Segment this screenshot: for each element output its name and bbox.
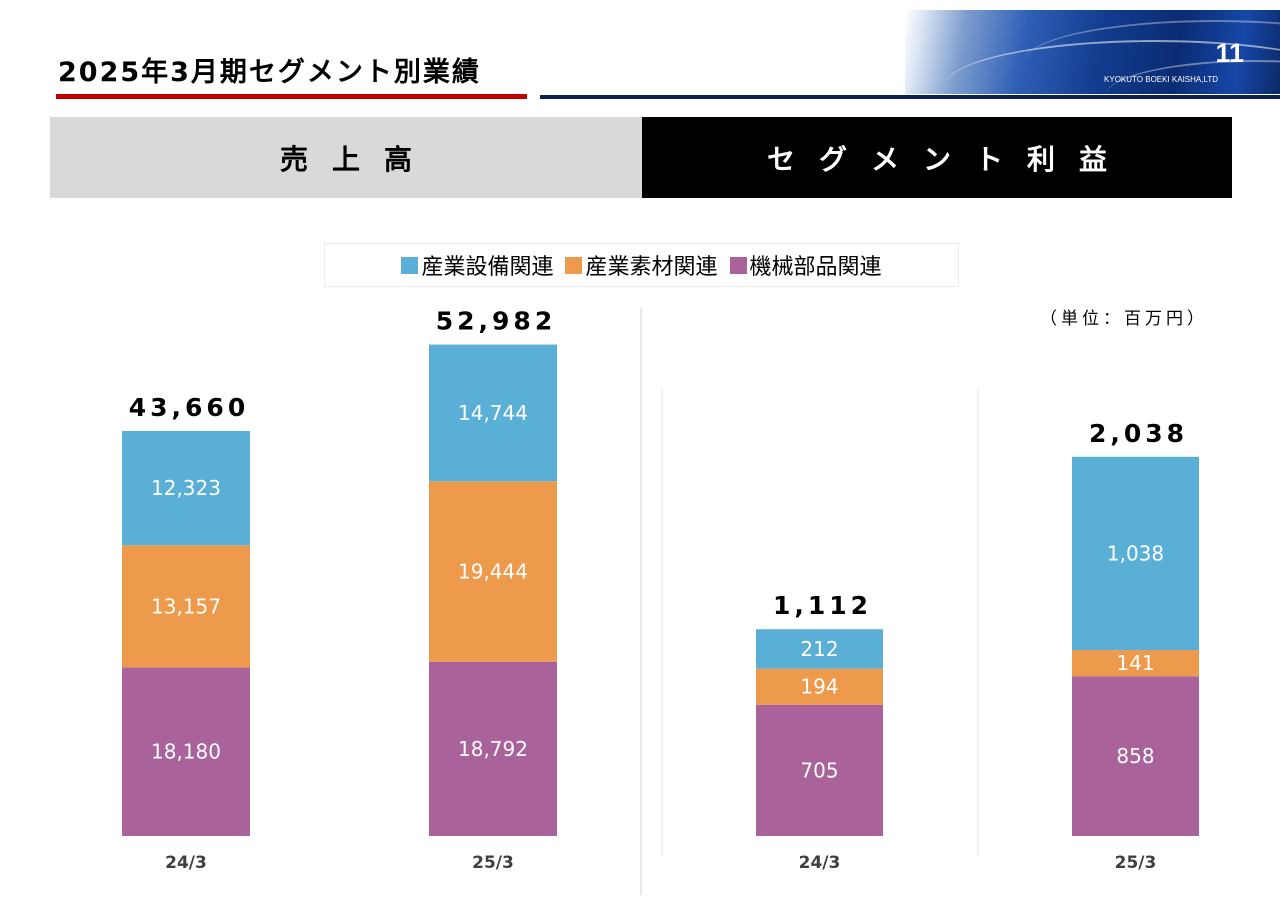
- page-number: 11: [1215, 38, 1244, 68]
- company-name: KYOKUTO BOEKI KAISHA,LTD: [1104, 75, 1218, 84]
- category-label: 25/3: [1115, 853, 1157, 873]
- legend-item: 産業設備関連: [401, 249, 553, 281]
- bar-segment: [429, 481, 557, 662]
- bar-segment: [122, 545, 250, 668]
- data-label: 194: [800, 675, 838, 699]
- legend-item: 産業素材関連: [565, 249, 718, 281]
- bar-segment: [756, 629, 883, 669]
- data-label: 212: [800, 637, 838, 661]
- data-label: 18,792: [458, 737, 528, 761]
- legend-label: 産業設備関連: [421, 255, 554, 280]
- total-label: 52,982: [436, 307, 556, 336]
- bar-segment: [1072, 676, 1199, 836]
- unit-label: （単位：百万円）: [1040, 309, 1208, 329]
- legend-swatch: [401, 256, 419, 274]
- bar-segment: [429, 344, 557, 482]
- bar-segment: [756, 704, 883, 836]
- bar-segment: [756, 668, 883, 705]
- data-label: 858: [1116, 744, 1154, 768]
- total-label: 2,038: [1089, 419, 1188, 448]
- total-label: 1,112: [773, 591, 872, 620]
- bar-segment: [122, 667, 250, 836]
- section-header-segment-profit: セグメント利益: [642, 117, 1232, 198]
- title-underline: [56, 94, 527, 99]
- bar-segment: [122, 431, 250, 546]
- legend-label: 産業素材関連: [585, 255, 718, 280]
- data-label: 1,038: [1107, 541, 1164, 565]
- data-label: 19,444: [458, 559, 528, 583]
- legend: 産業設備関連 産業素材関連 機械部品関連: [324, 243, 959, 287]
- bar-segment: [1072, 456, 1199, 651]
- bar-segment: [1072, 650, 1199, 677]
- data-label: 14,744: [458, 401, 528, 425]
- data-label: 12,323: [151, 476, 221, 500]
- page-title: 2025年3月期セグメント別業績: [58, 57, 481, 88]
- category-label: 25/3: [472, 853, 514, 873]
- legend-label: 機械部品関連: [749, 255, 882, 280]
- data-label: 141: [1116, 651, 1154, 675]
- bar-segment: [429, 661, 557, 836]
- legend-swatch: [565, 256, 583, 274]
- legend-swatch: [729, 256, 747, 274]
- total-label: 43,660: [129, 393, 249, 422]
- data-label: 18,180: [151, 740, 221, 764]
- legend-item: 機械部品関連: [729, 249, 882, 281]
- data-label: 13,157: [151, 594, 221, 618]
- category-label: 24/3: [165, 853, 207, 873]
- data-label: 705: [800, 758, 838, 782]
- section-header-sales: 売上高: [50, 117, 642, 198]
- category-label: 24/3: [799, 853, 841, 873]
- header-rule: [540, 95, 1280, 99]
- header-banner: [905, 10, 1280, 94]
